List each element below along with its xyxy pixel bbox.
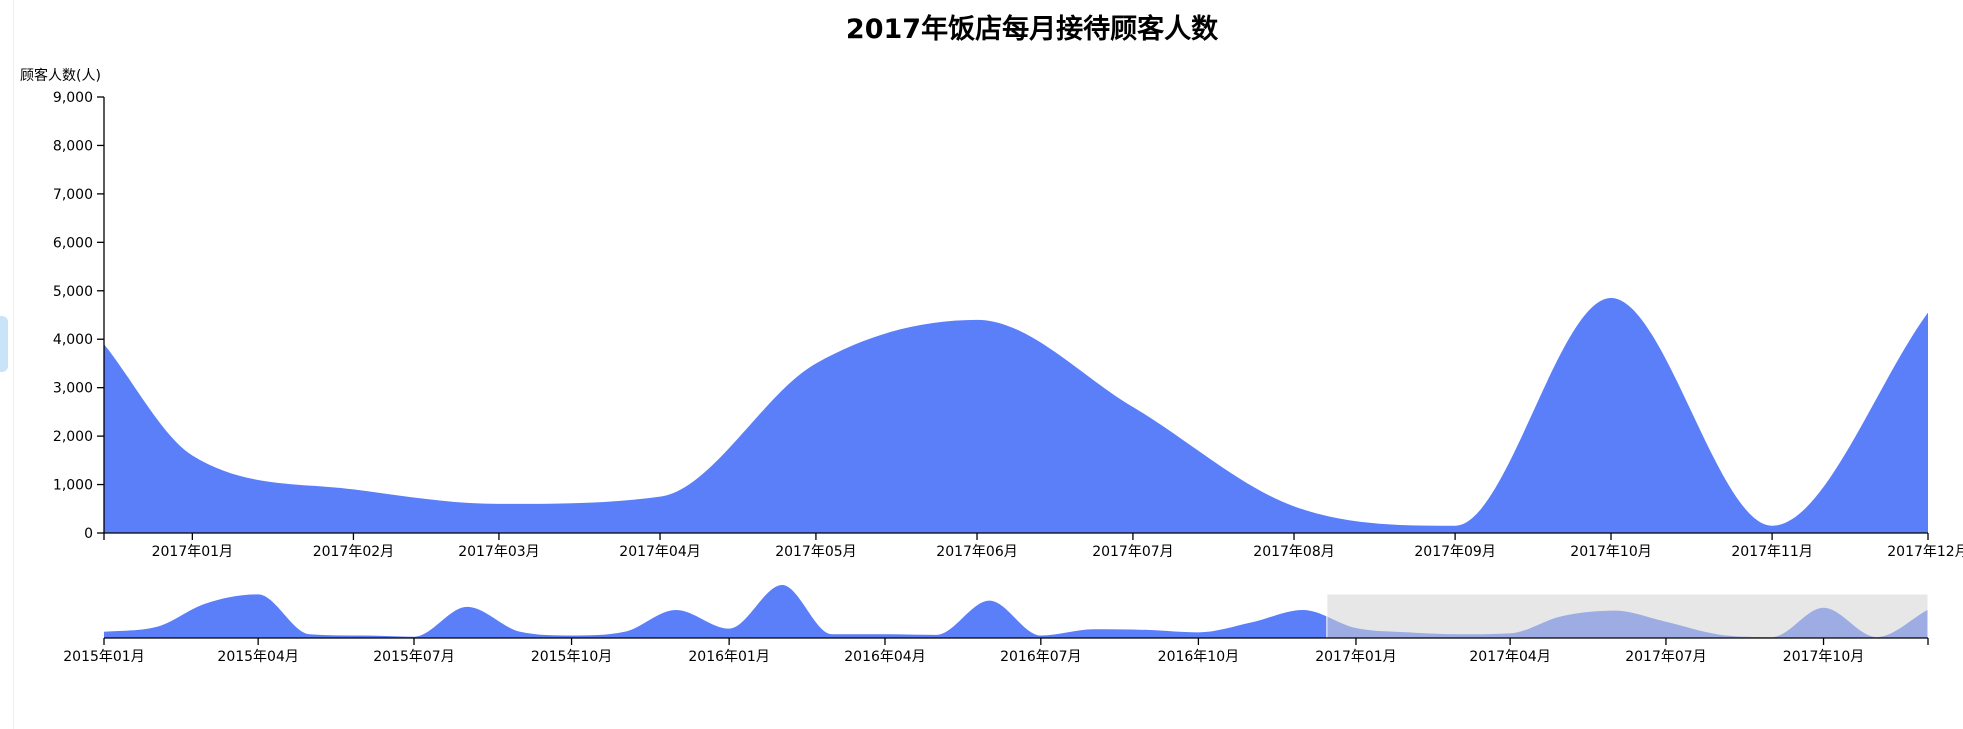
overview-x-axis: 2015年01月 2015年04月 2015年07月 2015年10月 2016年01月… — [63, 637, 1929, 665]
x-tick-label: 2017年09月 — [1414, 544, 1495, 560]
overview-x-tick-label: 2015年10月 — [531, 649, 612, 665]
y-tick-label: 0 — [84, 526, 93, 542]
overview-area-series — [104, 585, 1928, 638]
y-tick-label: 2,000 — [53, 429, 93, 445]
x-tick-label: 2017年04月 — [619, 544, 700, 560]
overview-x-tick-label: 2017年04月 — [1469, 649, 1550, 665]
x-tick-label: 2017年08月 — [1253, 544, 1334, 560]
overview-x-tick-label: 2016年07月 — [1000, 649, 1081, 665]
brush-selection[interactable] — [1326, 593, 1929, 639]
chart-title: 2017年饭店每月接待顾客人数 — [846, 13, 1219, 45]
overview-x-tick-label: 2016年10月 — [1158, 649, 1239, 665]
x-tick-label: 2017年02月 — [313, 544, 394, 560]
x-tick-label: 2017年12月 — [1887, 544, 1963, 560]
main-y-axis: 0 1,000 2,000 3,000 4,000 5,000 6,000 7,000 8,00… — [53, 90, 105, 542]
y-tick-label: 5,000 — [53, 284, 93, 300]
main-x-axis: 2017年01月 2017年02月 2017年03月 2017年04月 2017年05月… — [103, 532, 1963, 560]
overview-x-tick-label: 2016年04月 — [844, 649, 925, 665]
overview-x-tick-label: 2017年07月 — [1625, 649, 1706, 665]
overview-x-tick-label: 2017年01月 — [1315, 649, 1396, 665]
x-tick-label: 2017年10月 — [1570, 544, 1651, 560]
y-tick-label: 9,000 — [53, 90, 93, 106]
y-axis-label: 顾客人数(人) — [20, 67, 101, 84]
y-tick-label: 8,000 — [53, 138, 93, 154]
y-tick-label: 3,000 — [53, 381, 93, 397]
overview-x-tick-label: 2017年10月 — [1783, 649, 1864, 665]
overview-plot[interactable]: 2015年01月 2015年04月 2015年07月 2015年10月 2016年01月… — [63, 585, 1929, 665]
overview-x-tick-label: 2015年01月 — [63, 649, 144, 665]
main-plot: 0 1,000 2,000 3,000 4,000 5,000 6,000 7,000 8,00… — [53, 90, 1963, 560]
x-tick-label: 2017年05月 — [775, 544, 856, 560]
overview-x-tick-label: 2015年07月 — [373, 649, 454, 665]
main-area-series — [104, 298, 1928, 533]
left-border — [13, 0, 14, 729]
y-tick-label: 1,000 — [53, 478, 93, 494]
side-panel-handle[interactable] — [0, 316, 8, 372]
x-tick-label: 2017年06月 — [936, 544, 1017, 560]
x-tick-label: 2017年03月 — [458, 544, 539, 560]
x-tick-label: 2017年01月 — [152, 544, 233, 560]
y-tick-label: 7,000 — [53, 187, 93, 203]
overview-x-tick-label: 2015年04月 — [217, 649, 298, 665]
overview-x-tick-label: 2016年01月 — [688, 649, 769, 665]
x-tick-label: 2017年11月 — [1731, 544, 1812, 560]
y-tick-label: 6,000 — [53, 235, 93, 251]
y-tick-label: 4,000 — [53, 332, 93, 348]
x-tick-label: 2017年07月 — [1092, 544, 1173, 560]
